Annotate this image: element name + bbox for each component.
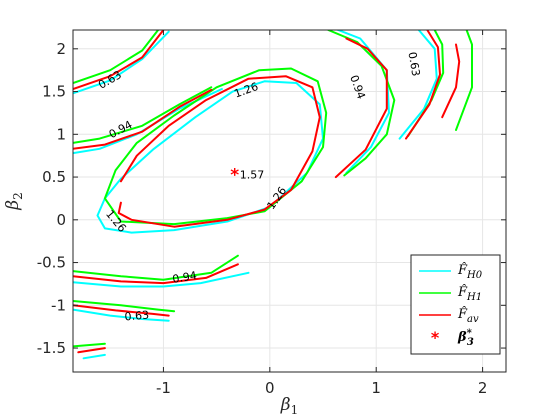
y-tick-label: -1 (51, 296, 66, 314)
contour-line (73, 308, 170, 322)
contour-label: 0.94 (171, 269, 197, 286)
y-tick-label: 1 (56, 125, 66, 143)
contour-line (73, 30, 165, 90)
contour-group (73, 30, 473, 360)
optimum-value-label: 1.57 (240, 168, 265, 181)
contour-line (334, 37, 388, 179)
contour-label: 0.63 (124, 308, 150, 323)
y-tick-label: 2 (56, 40, 66, 58)
legend-label: F̂H1 (457, 284, 482, 303)
y-tick-label: -1.5 (37, 339, 66, 357)
legend-label: F̂H0 (457, 262, 483, 281)
contour-line (73, 86, 213, 144)
contour-line (455, 30, 473, 131)
x-tick-label: 0 (265, 379, 275, 397)
contour-line (73, 271, 250, 288)
contour-line (73, 263, 239, 285)
contour-line (398, 30, 438, 140)
contour-line (73, 30, 160, 84)
x-axis-label: β1 (280, 395, 298, 417)
contour-line (73, 342, 106, 348)
axes-box (72, 29, 507, 373)
x-tick-label: 1 (371, 379, 381, 397)
legend-marker: * (431, 328, 440, 347)
y-tick-label: -0.5 (37, 254, 66, 272)
contour-line (73, 30, 170, 95)
contour-line (82, 353, 106, 360)
contour-line (117, 75, 321, 228)
x-tick-label: 2 (478, 379, 488, 397)
y-axis-label: β2 (3, 192, 25, 210)
contour-line (405, 30, 441, 140)
contour-line (335, 30, 390, 174)
legend-box (410, 254, 501, 355)
contour-line (73, 304, 170, 317)
x-tick-label: -1 (156, 379, 171, 397)
contour-line (441, 43, 461, 119)
contour-line (73, 88, 213, 150)
legend-label: F̂av (457, 306, 479, 325)
contour-line (327, 30, 396, 177)
y-tick-label: 1.5 (42, 83, 66, 101)
y-tick-label: 0 (56, 211, 66, 229)
contour-line (77, 347, 106, 354)
contour-line (73, 300, 176, 313)
contour-line (73, 254, 239, 281)
legend-label: β* 3 (457, 328, 474, 348)
y-tick-label: 0.5 (42, 168, 66, 186)
contour-label: 0.63 (405, 51, 422, 77)
optimum-marker: * (230, 165, 239, 185)
